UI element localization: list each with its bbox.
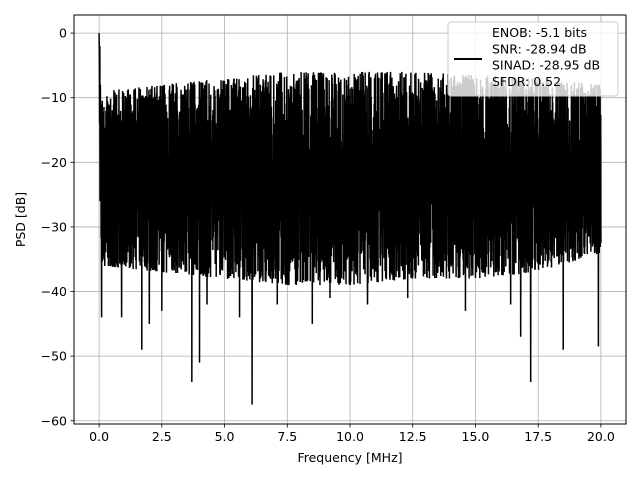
legend: ENOB: -5.1 bits SNR: -28.94 dB SINAD: -2… xyxy=(447,21,619,97)
legend-enob: ENOB: -5.1 bits xyxy=(492,25,587,40)
x-tick-label: 17.5 xyxy=(524,429,552,444)
x-tick-label: 12.5 xyxy=(399,429,427,444)
legend-snr: SNR: -28.94 dB xyxy=(492,41,587,56)
x-tick-label: 10.0 xyxy=(336,429,364,444)
axis-ticks: 0.0 2.5 5.0 7.5 10.0 12.5 15.0 17.5 20.0 0 −10 −20 −… xyxy=(41,26,615,444)
y-tick-label: −20 xyxy=(41,155,67,170)
legend-box xyxy=(447,21,619,97)
y-tick-label: −30 xyxy=(41,219,67,234)
y-axis-label: PSD [dB] xyxy=(13,192,28,247)
plot-data xyxy=(98,33,602,405)
y-tick-label: −60 xyxy=(41,413,67,428)
x-tick-label: 0.0 xyxy=(89,429,109,444)
x-tick-label: 7.5 xyxy=(277,429,297,444)
psd-series-line xyxy=(98,33,602,405)
x-axis-label: Frequency [MHz] xyxy=(297,450,402,465)
x-tick-label: 5.0 xyxy=(215,429,235,444)
legend-sfdr: SFDR: 0.52 xyxy=(492,74,561,89)
legend-sinad: SINAD: -28.95 dB xyxy=(492,58,600,73)
x-tick-label: 20.0 xyxy=(587,429,615,444)
x-tick-label: 2.5 xyxy=(152,429,172,444)
y-tick-label: 0 xyxy=(59,26,67,41)
y-tick-label: −10 xyxy=(41,90,67,105)
y-tick-label: −40 xyxy=(41,284,67,299)
y-tick-label: −50 xyxy=(41,349,67,364)
x-tick-label: 15.0 xyxy=(462,429,490,444)
